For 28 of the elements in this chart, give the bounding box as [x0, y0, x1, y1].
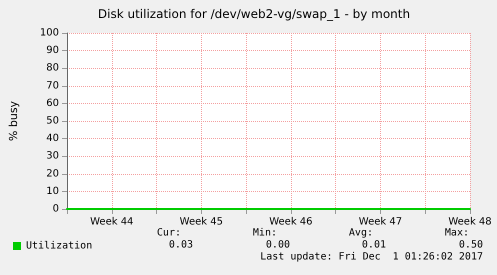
- x-tick-label: Week 48: [448, 216, 492, 228]
- x-tick-label: Week 44: [90, 216, 134, 228]
- x-tick-label: Week 45: [180, 216, 223, 228]
- text: Max:: [444, 228, 469, 238]
- y-tick-label: 60: [46, 98, 59, 109]
- y-tick-label: 70: [46, 80, 59, 92]
- y-axis-title: % busy: [7, 100, 20, 142]
- text: 0.00: [266, 240, 290, 250]
- text: Cur:: [156, 228, 181, 238]
- y-tick-label: 80: [46, 62, 59, 74]
- y-tick-label: 40: [46, 133, 59, 144]
- x-tick-label: Week 47: [358, 216, 402, 228]
- text: Avg:: [348, 228, 373, 238]
- y-tick-label: 0: [52, 204, 59, 214]
- y-tick-label: 100: [40, 28, 59, 38]
- y-tick-label: 30: [46, 150, 59, 162]
- chart-title: Disk utilization for /dev/web2-vg/swap_1 - by month: [98, 7, 410, 21]
- y-tick-label: 50: [46, 116, 59, 126]
- y-tick-label: 90: [46, 45, 59, 56]
- text: Last update: Fri Dec 1 01:26:02 2017: [260, 252, 483, 262]
- text: Min:: [252, 228, 277, 238]
- x-tick-label: Week 46: [269, 216, 313, 228]
- legend-label: Utilization: [26, 240, 92, 252]
- y-tick-label: 10: [46, 186, 59, 197]
- text: 0.03: [168, 240, 193, 250]
- text: 0.50: [458, 240, 483, 250]
- text: 0.01: [362, 240, 386, 250]
- y-tick-label: 20: [46, 168, 59, 180]
